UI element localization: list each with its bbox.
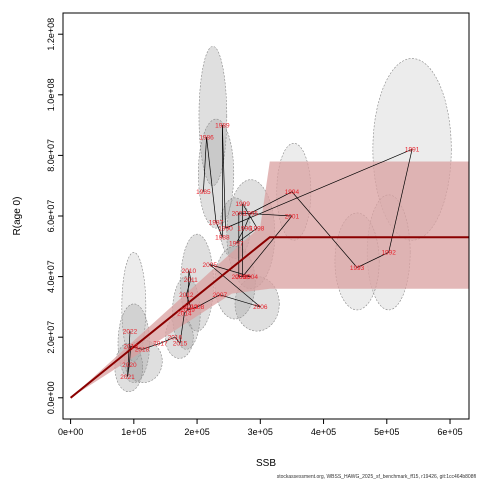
year-label-1990: 1990 — [218, 225, 233, 232]
y-tick-label-6.0e+07: 6.0e+07 — [46, 200, 56, 233]
y-tick-label-1.0e+08: 1.0e+08 — [46, 78, 56, 111]
trajectory-segment-1985 — [203, 137, 207, 192]
trajectory-segment-2005 — [209, 264, 261, 308]
x-axis: 0e+00 1e+05 2e+05 3e+05 4e+05 5e+05 6e+05 — [58, 418, 463, 437]
trajectory-segment-1994 — [250, 191, 293, 214]
year-label-1985: 1985 — [196, 189, 211, 196]
year-label-2011: 2011 — [184, 277, 198, 284]
trajectory-segment-2011 — [185, 279, 192, 295]
year-label-1997: 1997 — [229, 241, 244, 248]
trajectory-segment-1997 — [236, 227, 258, 244]
trajectory-segment-2013 — [184, 306, 191, 314]
trajectory-segment-1989 — [222, 125, 226, 229]
y-axis-label: R(age 0) — [12, 197, 23, 236]
confidence-band — [70, 161, 469, 398]
year-label-2002: 2002 — [232, 210, 247, 217]
year-label-1987: 1987 — [209, 219, 224, 226]
year-label-2008: 2008 — [190, 304, 205, 311]
year-label-2006: 2006 — [253, 304, 268, 311]
recruitment-trajectory — [127, 125, 413, 377]
trajectory-segment-2010 — [188, 270, 192, 280]
year-label-2003: 2003 — [232, 274, 247, 281]
trajectory-segment-1992 — [356, 252, 389, 268]
year-label-1993: 1993 — [350, 265, 365, 272]
trajectory-segment-2006 — [219, 294, 261, 308]
trajectory-segment-1990 — [225, 149, 413, 229]
year-label-2000: 2000 — [235, 274, 250, 281]
year-label-1988: 1988 — [215, 235, 230, 242]
year-label-2016: 2016 — [168, 334, 183, 341]
trajectory-segment-2004 — [209, 264, 251, 277]
year-label-2018: 2018 — [135, 347, 150, 354]
year-label-2020: 2020 — [122, 362, 137, 369]
year-label-1986: 1986 — [199, 135, 214, 142]
year-label-1994: 1994 — [285, 189, 300, 196]
year-label-1999: 1999 — [235, 201, 250, 208]
x-tick-label-2e+05: 2e+05 — [184, 427, 209, 437]
x-tick-label-5e+05: 5e+05 — [374, 427, 399, 437]
trajectory-segment-2017 — [141, 342, 161, 350]
trajectory-segment-1993 — [291, 191, 358, 268]
sr-curve — [69, 236, 469, 399]
year-label-2013: 2013 — [184, 304, 199, 311]
year-label-2021: 2021 — [120, 374, 135, 381]
x-tick-label-1e+05: 1e+05 — [121, 427, 146, 437]
trajectory-segment-2008 — [187, 306, 198, 311]
year-label-2012: 2012 — [179, 292, 194, 299]
year-label-2022: 2022 — [123, 328, 138, 335]
y-tick-label-2.0e+07: 2.0e+07 — [46, 321, 56, 354]
y-tick-label-1.2e+08: 1.2e+08 — [46, 18, 56, 51]
trajectory-segment-1996 — [235, 227, 245, 244]
trajectory-segment-2014 — [179, 312, 185, 344]
y-tick-label-0.0e+00: 0.0e+00 — [46, 381, 56, 414]
trajectory-segment-1987 — [215, 221, 223, 238]
year-label-2017: 2017 — [153, 341, 168, 348]
x-tick-label-0e+00: 0e+00 — [58, 427, 83, 437]
year-label-2019: 2019 — [123, 344, 138, 351]
trajectory-segment-2015 — [174, 336, 181, 344]
year-label-2005: 2005 — [202, 262, 217, 269]
ellipse-13 — [121, 252, 147, 362]
year-label-1991: 1991 — [405, 147, 420, 154]
year-label-1998: 1998 — [250, 225, 265, 232]
x-tick-label-4e+05: 4e+05 — [311, 427, 336, 437]
year-label-1989: 1989 — [215, 122, 230, 129]
year-label-2014: 2014 — [177, 310, 192, 317]
trajectory-segment-1998 — [242, 203, 258, 229]
trajectory-segment-2007 — [196, 294, 220, 308]
y-tick-label-4.0e+07: 4.0e+07 — [46, 260, 56, 293]
year-label-2007: 2007 — [213, 292, 228, 299]
year-label-1996: 1996 — [237, 225, 252, 232]
year-label-2001: 2001 — [285, 213, 300, 220]
y-axis: 0.0e+00 2.0e+07 4.0e+07 6.0e+07 8.0e+07 1.0e+… — [46, 18, 64, 414]
trajectory-segment-2012 — [185, 294, 192, 308]
x-axis-label: SSB — [256, 458, 276, 469]
trajectory-segment-1986 — [206, 137, 217, 223]
trajectory-segment-2001 — [238, 212, 292, 217]
hockey-stick-curve — [69, 236, 469, 399]
trajectory-segment-2021 — [127, 331, 131, 377]
year-label-1992: 1992 — [381, 250, 396, 257]
year-label-2009: 2009 — [180, 307, 195, 314]
sr-confidence-band — [70, 161, 469, 398]
x-tick-label-6e+05: 6e+05 — [437, 427, 462, 437]
footnote: stockassessment.org, WBSS_HAWG_2025_sf_b… — [277, 474, 476, 480]
x-tick-label-3e+05: 3e+05 — [248, 427, 273, 437]
trajectory-segment-2000 — [242, 215, 293, 277]
trajectory-segment-1991 — [388, 149, 413, 253]
y-tick-label-8.0e+07: 8.0e+07 — [46, 139, 56, 172]
year-label-2010: 2010 — [182, 268, 197, 275]
year-label-2004: 2004 — [244, 274, 259, 281]
year-label-1995: 1995 — [244, 210, 259, 217]
year-labels: 1985 1986 1987 1988 1989 1990 1991 1992 1993 1994… — [120, 122, 419, 380]
year-label-2015: 2015 — [173, 341, 188, 348]
trajectory-segment-2016 — [160, 336, 176, 344]
